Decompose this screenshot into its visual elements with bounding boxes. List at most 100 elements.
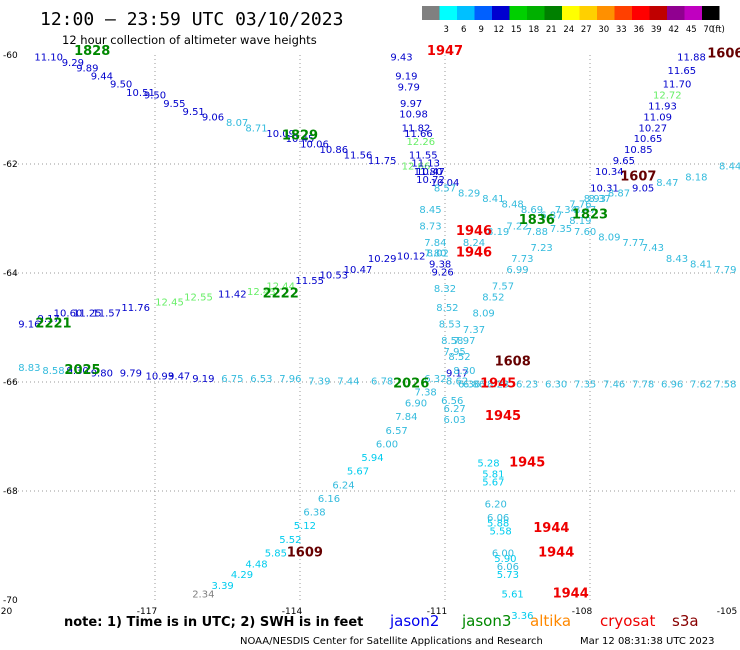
- pass-time-label: 1828: [74, 44, 110, 59]
- swh-value: 11.88: [677, 52, 706, 63]
- swh-value: 9.44: [91, 72, 113, 83]
- pass-time-label: 1944: [533, 521, 569, 536]
- scale-swatch: [632, 6, 650, 20]
- swh-value: 6.57: [386, 426, 408, 437]
- scale-tick-label: 12: [493, 25, 504, 35]
- swh-value: 10.85: [624, 145, 653, 156]
- swh-value: 9.65: [613, 156, 635, 167]
- swh-value: 11.09: [643, 112, 672, 123]
- scale-tick-label: 3: [444, 25, 449, 35]
- x-tick-label: -108: [572, 607, 593, 617]
- pass-time-label: 1606: [707, 47, 740, 62]
- scale-tick-label: 36: [633, 25, 644, 35]
- swh-value: 5.67: [482, 478, 504, 489]
- pass-time-label: 1945: [480, 376, 516, 391]
- swh-value: 7.77: [622, 238, 644, 249]
- color-scale-legend: 3 6 9 12 15 18 21 24 27 30 33 36 39 42 45 70: [422, 6, 720, 35]
- swh-value: 10.45: [286, 134, 315, 145]
- swh-value: 11.93: [648, 102, 677, 113]
- scale-tick-label: 24: [563, 25, 574, 35]
- swh-value: 6.38: [303, 508, 325, 519]
- swh-value: 8.58: [441, 336, 463, 347]
- swh-value: 8.87: [608, 189, 630, 200]
- swh-value: 5.94: [361, 453, 383, 464]
- scale-swatch: [492, 6, 510, 20]
- swh-value: 8.02: [427, 249, 449, 260]
- chart-title: 12:00 – 23:59 UTC 03/10/2023: [40, 9, 343, 30]
- x-tick-label: -105: [717, 607, 737, 617]
- swh-value: 10.65: [634, 134, 663, 145]
- swh-value: 11.10: [34, 52, 63, 63]
- pass-time-label: 1946: [456, 246, 492, 261]
- swh-value: 10.06: [300, 140, 329, 151]
- swh-value: 5.58: [489, 527, 511, 538]
- swh-value: 10.98: [399, 110, 428, 121]
- satellite-legend-s3a: s3a: [672, 612, 699, 630]
- swh-value: 9.43: [390, 52, 412, 63]
- swh-value: 11.70: [663, 80, 692, 91]
- pass-time-label: 1608: [495, 355, 531, 370]
- swh-value: 8.30: [453, 366, 475, 377]
- swh-value: 6.99: [506, 265, 528, 276]
- plot-grid: [10, 55, 735, 600]
- swh-value: 8.07: [226, 118, 248, 129]
- pass-time-labels: 1828 1947 1606 1829 1607 1823 1836 1946 1946 2222…: [35, 44, 740, 601]
- swh-value: 8.32: [434, 284, 456, 295]
- pass-time-label: 1944: [538, 545, 574, 560]
- pass-time-label: 1836: [519, 213, 555, 228]
- swh-value: 8.43: [666, 254, 688, 265]
- y-tick-label: -68: [3, 487, 18, 497]
- swh-value: 9.47: [168, 371, 190, 382]
- swh-value: 7.34: [555, 205, 577, 216]
- swh-value: 5.73: [497, 570, 519, 581]
- swh-value: 7.35: [550, 224, 572, 235]
- scale-swatch: [579, 6, 597, 20]
- footer-credit: NOAA/NESDIS Center for Satellite Applica…: [240, 636, 543, 647]
- pass-time-label: 1947: [427, 44, 463, 59]
- swh-value: 8.09: [598, 232, 620, 243]
- swh-value: 6.00: [376, 439, 398, 450]
- swh-value: 6.32: [424, 374, 446, 385]
- swh-value: 7.97: [453, 336, 475, 347]
- swh-value: 5.90: [494, 554, 516, 565]
- swh-value: 12.72: [653, 91, 682, 102]
- swh-value: 7.84: [395, 412, 417, 423]
- swh-value: 10.27: [639, 123, 668, 134]
- pass-time-label: 1829: [282, 128, 318, 143]
- swh-value: 8.09: [473, 309, 495, 320]
- scale-tick-label: 21: [546, 25, 557, 35]
- swh-value: 10.12: [397, 251, 426, 262]
- swh-value: 7.44: [337, 377, 359, 388]
- swh-value: 7.76: [569, 200, 591, 211]
- swh-value: 7.38: [415, 388, 437, 399]
- pass-time-label: 1945: [485, 409, 521, 424]
- swh-value: 9.19: [395, 72, 417, 83]
- swh-value: 7.58: [714, 379, 736, 390]
- swh-value: 8.23: [487, 379, 509, 390]
- swh-value: 8.19: [569, 216, 591, 227]
- pass-time-label: 2026: [393, 376, 429, 391]
- swh-value: 7.80: [424, 249, 446, 260]
- swh-value: 6.06: [487, 513, 509, 524]
- scale-swatch: [422, 6, 440, 20]
- swh-value: 6.87: [540, 211, 562, 222]
- swh-value: 11.55: [295, 276, 324, 287]
- swh-value: 11.75: [368, 156, 397, 167]
- swh-value: 10.51: [126, 88, 155, 99]
- swh-value: 12.66: [402, 161, 431, 172]
- swh-value: 8.71: [245, 123, 267, 134]
- swh-value: 7.62: [690, 379, 712, 390]
- swh-value: 7.79: [714, 265, 736, 276]
- swh-value: 11.55: [409, 151, 438, 162]
- swh-value: 8.24: [463, 238, 485, 249]
- swh-value: 10.93: [146, 371, 175, 382]
- scale-swatch: [509, 6, 527, 20]
- y-tick-label: -66: [3, 378, 18, 388]
- swh-value: 8.44: [719, 161, 740, 172]
- swh-value: 5.85: [265, 548, 287, 559]
- swh-value: 7.37: [463, 325, 485, 336]
- swh-value: 9.19: [192, 374, 214, 385]
- satellite-legend: jason2 jason3 altika cryosat s3a: [389, 612, 699, 630]
- swh-value: 7.35: [574, 379, 596, 390]
